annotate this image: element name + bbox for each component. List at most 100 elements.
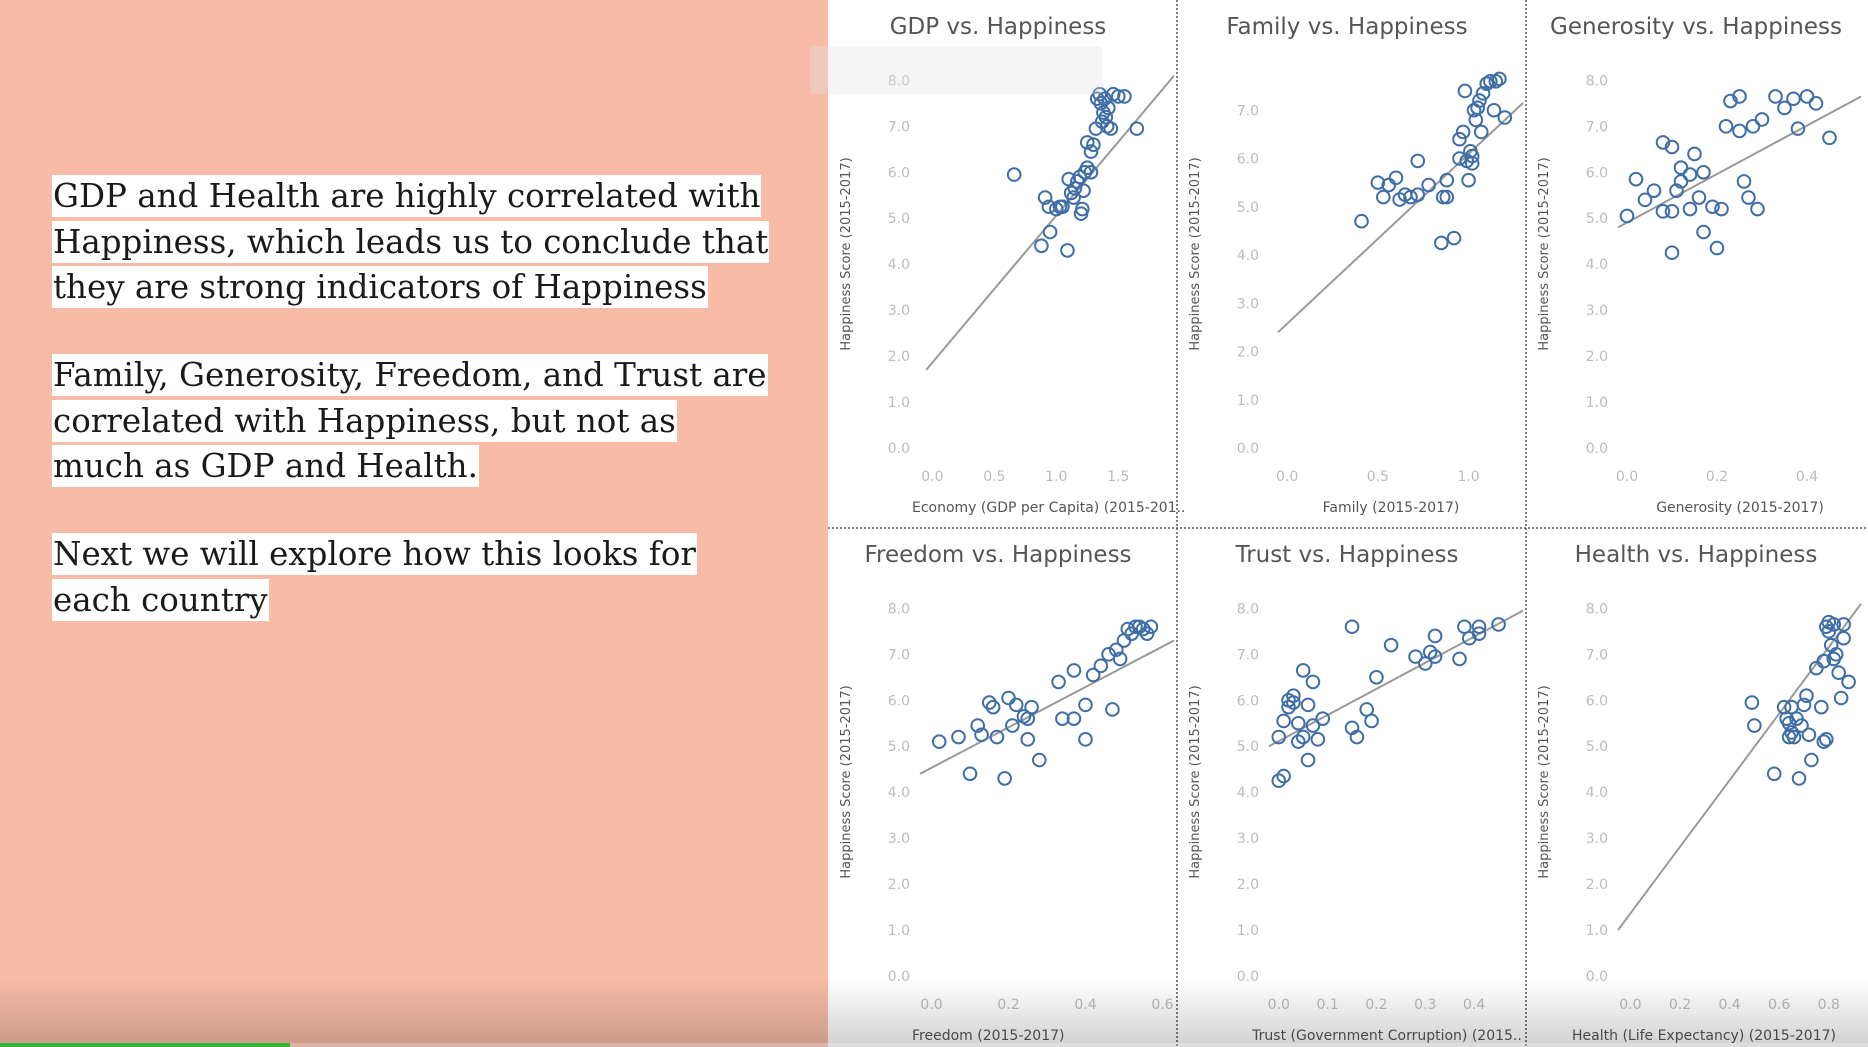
data-point[interactable]	[1754, 112, 1770, 127]
data-point[interactable]	[1816, 734, 1832, 749]
data-point[interactable]	[1473, 124, 1489, 140]
data-point[interactable]	[1135, 621, 1151, 637]
data-point[interactable]	[1112, 651, 1128, 667]
data-point[interactable]	[1376, 189, 1391, 205]
data-point[interactable]	[1786, 91, 1801, 107]
data-point[interactable]	[1020, 732, 1036, 747]
data-point[interactable]	[1117, 89, 1132, 104]
data-point[interactable]	[1786, 729, 1802, 745]
data-point[interactable]	[951, 729, 966, 745]
data-point[interactable]	[1315, 711, 1331, 726]
data-point[interactable]	[1790, 121, 1806, 136]
data-point[interactable]	[1804, 752, 1819, 768]
data-point[interactable]	[1664, 139, 1680, 155]
data-point[interactable]	[1747, 718, 1762, 733]
data-point[interactable]	[1291, 734, 1306, 749]
data-point[interactable]	[1410, 187, 1426, 202]
data-point[interactable]	[1682, 167, 1698, 182]
data-point[interactable]	[1714, 201, 1729, 217]
data-point[interactable]	[1799, 89, 1815, 104]
data-point[interactable]	[1831, 665, 1846, 681]
data-point[interactable]	[1801, 727, 1817, 743]
data-point[interactable]	[1664, 204, 1680, 219]
data-point[interactable]	[1083, 144, 1099, 159]
data-point[interactable]	[1682, 201, 1698, 217]
data-point[interactable]	[970, 718, 986, 733]
data-point[interactable]	[931, 734, 947, 749]
data-point[interactable]	[1821, 614, 1837, 630]
data-point[interactable]	[1300, 697, 1316, 713]
data-point[interactable]	[1709, 240, 1725, 256]
data-point[interactable]	[1349, 729, 1365, 745]
data-point[interactable]	[1354, 213, 1369, 229]
data-point[interactable]	[1744, 695, 1760, 710]
data-point[interactable]	[1799, 688, 1814, 703]
data-point[interactable]	[1497, 110, 1513, 125]
data-point[interactable]	[1110, 89, 1126, 104]
data-point[interactable]	[1066, 663, 1082, 678]
data-point[interactable]	[1276, 713, 1291, 729]
data-point[interactable]	[1410, 153, 1426, 169]
data-point[interactable]	[1076, 183, 1091, 198]
data-point[interactable]	[1768, 89, 1783, 104]
data-point[interactable]	[1055, 711, 1070, 726]
data-point[interactable]	[1492, 71, 1507, 87]
data-point[interactable]	[1750, 201, 1765, 217]
data-point[interactable]	[1078, 697, 1093, 713]
data-point[interactable]	[1452, 131, 1467, 147]
data-point[interactable]	[1718, 119, 1734, 134]
data-point[interactable]	[1664, 245, 1680, 261]
data-point[interactable]	[1295, 729, 1311, 745]
data-point[interactable]	[1673, 174, 1689, 189]
data-point[interactable]	[1486, 102, 1502, 118]
data-point[interactable]	[1766, 766, 1782, 782]
data-point[interactable]	[1696, 224, 1711, 240]
data-point[interactable]	[1408, 649, 1423, 664]
data-point[interactable]	[1471, 626, 1487, 641]
data-point[interactable]	[1691, 190, 1707, 205]
data-point[interactable]	[1093, 96, 1109, 111]
data-point[interactable]	[1457, 83, 1473, 99]
data-point[interactable]	[1097, 91, 1112, 107]
data-point[interactable]	[1446, 230, 1462, 246]
data-point[interactable]	[1427, 649, 1443, 664]
data-point[interactable]	[1006, 167, 1022, 182]
data-point[interactable]	[1101, 100, 1116, 116]
data-point[interactable]	[1705, 199, 1720, 215]
data-point[interactable]	[1083, 164, 1099, 180]
data-point[interactable]	[1475, 86, 1491, 101]
data-point[interactable]	[1841, 674, 1856, 690]
data-point[interactable]	[1001, 690, 1016, 706]
data-point[interactable]	[985, 699, 1001, 715]
data-point[interactable]	[1129, 121, 1145, 136]
data-point[interactable]	[1037, 190, 1053, 205]
data-point[interactable]	[1836, 617, 1851, 632]
data-point[interactable]	[1828, 647, 1844, 662]
data-point[interactable]	[962, 766, 978, 782]
data-point[interactable]	[1079, 160, 1095, 175]
data-point[interactable]	[1471, 619, 1487, 635]
data-point[interactable]	[1041, 199, 1057, 215]
data-point[interactable]	[1822, 130, 1837, 146]
data-point[interactable]	[1628, 171, 1644, 187]
data-point[interactable]	[1008, 697, 1024, 713]
data-point[interactable]	[1439, 172, 1455, 188]
data-point[interactable]	[1814, 699, 1829, 715]
data-point[interactable]	[1005, 718, 1020, 733]
data-point[interactable]	[1055, 199, 1070, 215]
data-point[interactable]	[1483, 74, 1498, 89]
data-point[interactable]	[1079, 135, 1095, 150]
data-point[interactable]	[1455, 124, 1471, 140]
data-point[interactable]	[1836, 630, 1851, 646]
data-point[interactable]	[1388, 170, 1404, 186]
data-point[interactable]	[1286, 695, 1301, 710]
data-point[interactable]	[1108, 642, 1124, 658]
data-point[interactable]	[1403, 189, 1418, 205]
data-point[interactable]	[1092, 86, 1107, 102]
data-point[interactable]	[1673, 160, 1689, 175]
data-point[interactable]	[1422, 644, 1438, 660]
data-point[interactable]	[1646, 183, 1662, 198]
data-point[interactable]	[1032, 752, 1047, 768]
data-point[interactable]	[1344, 619, 1360, 635]
data-point[interactable]	[1818, 732, 1834, 747]
